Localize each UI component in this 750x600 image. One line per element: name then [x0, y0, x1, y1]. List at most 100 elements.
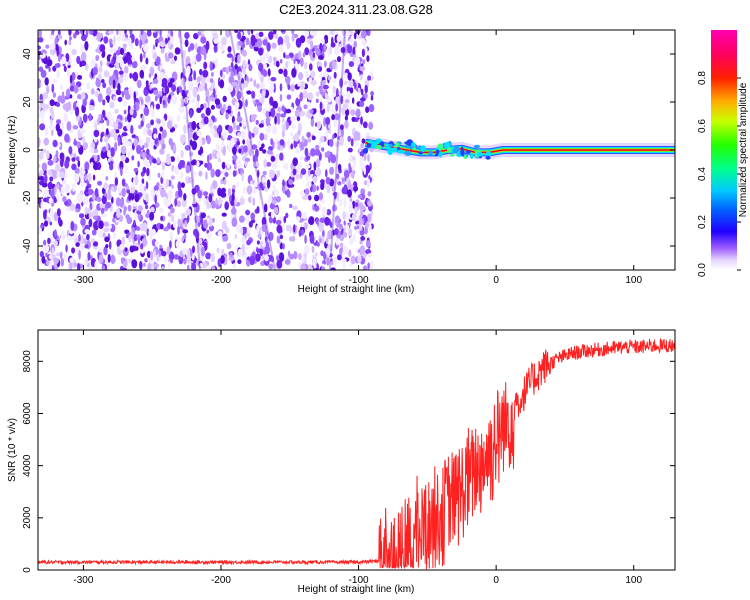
noise-blob: [159, 148, 165, 155]
noise-blob: [251, 144, 258, 150]
noise-blob: [171, 207, 175, 214]
noise-blob: [124, 65, 129, 75]
snr-frame: [37, 329, 676, 571]
noise-blob: [110, 128, 115, 138]
noise-blob: [94, 122, 98, 131]
noise-blob: [107, 193, 112, 200]
noise-blob: [131, 60, 138, 69]
noise-blob: [121, 135, 128, 145]
noise-blob: [366, 55, 370, 62]
noise-blob: [299, 80, 306, 90]
noise-blob: [103, 221, 110, 227]
noise-blob: [222, 95, 227, 103]
noise-blob: [63, 65, 67, 72]
noise-blob: [110, 186, 115, 192]
noise-blob: [134, 38, 139, 47]
noise-blob: [357, 194, 363, 199]
noise-blob: [184, 220, 188, 228]
noise-blob: [231, 155, 238, 160]
noise-blob: [209, 97, 216, 102]
noise-blob: [359, 100, 365, 108]
noise-blob: [75, 242, 80, 247]
noise-blob: [288, 178, 293, 185]
noise-blob: [283, 52, 286, 59]
noise-blob: [155, 103, 161, 110]
noise-blob: [304, 30, 310, 38]
noise-blob: [283, 216, 287, 224]
noise-blob: [38, 176, 44, 181]
noise-blob: [310, 70, 316, 78]
noise-blob: [280, 113, 286, 118]
noise-blob: [259, 181, 263, 189]
noise-blob: [246, 185, 253, 195]
signal-blob: [469, 153, 474, 159]
noise-blob: [100, 113, 104, 124]
noise-blob: [242, 186, 247, 195]
noise-blob: [60, 258, 65, 267]
noise-blob: [263, 203, 268, 213]
noise-blob: [170, 175, 176, 180]
noise-blob: [90, 30, 94, 36]
noise-blob: [81, 34, 87, 42]
noise-blob: [212, 180, 218, 189]
noise-blob: [324, 216, 330, 226]
noise-blob: [54, 240, 58, 247]
noise-blob: [132, 71, 139, 82]
noise-blob: [307, 92, 314, 101]
noise-blob: [139, 260, 143, 270]
noise-blob: [119, 47, 125, 56]
noise-blob: [123, 72, 128, 82]
noise-blob: [243, 145, 248, 153]
noise-blob: [236, 196, 239, 201]
noise-blob: [308, 195, 312, 201]
noise-blob: [108, 30, 115, 35]
signal-blob: [476, 152, 484, 157]
noise-blob: [49, 190, 55, 198]
noise-blob: [222, 131, 229, 140]
noise-blob: [63, 112, 69, 123]
noise-blob: [45, 245, 50, 251]
colorbar-tick-label: 0.6: [697, 119, 708, 133]
noise-blob: [233, 121, 236, 130]
noise-blob: [66, 235, 73, 242]
noise-blob: [313, 267, 319, 270]
noise-blob: [239, 122, 242, 127]
noise-blob: [352, 97, 355, 104]
noise-blob: [319, 136, 325, 143]
noise-blob: [264, 51, 269, 60]
noise-blob: [128, 235, 132, 243]
noise-blob: [260, 74, 264, 84]
noise-blob: [195, 99, 200, 110]
noise-blob: [203, 102, 207, 109]
noise-blob: [209, 78, 214, 84]
noise-blob: [38, 37, 44, 43]
noise-blob: [249, 77, 253, 82]
noise-blob: [186, 65, 191, 76]
noise-blob: [270, 210, 275, 219]
noise-blob: [246, 227, 251, 234]
x-tick-label: -200: [211, 275, 231, 286]
x-tick-label: 100: [625, 575, 642, 586]
noise-blob: [50, 118, 53, 126]
noise-blob: [296, 116, 301, 122]
noise-blob: [262, 63, 268, 69]
noise-blob: [245, 216, 251, 223]
noise-blob: [319, 101, 323, 111]
noise-blob: [271, 162, 278, 170]
noise-blob: [287, 138, 291, 149]
noise-blob: [183, 115, 187, 120]
noise-blob: [115, 50, 121, 56]
noise-blob: [164, 85, 170, 95]
noise-blob: [131, 55, 135, 63]
noise-blob: [363, 151, 367, 162]
noise-blob: [64, 159, 70, 169]
noise-blob: [320, 199, 325, 204]
noise-blob: [355, 108, 361, 118]
noise-blob: [105, 128, 109, 136]
noise-blob: [276, 224, 283, 234]
noise-blob: [231, 81, 238, 87]
noise-blob: [193, 32, 199, 40]
noise-blob: [159, 207, 164, 214]
noise-blob: [191, 262, 197, 270]
noise-blob: [292, 157, 299, 167]
